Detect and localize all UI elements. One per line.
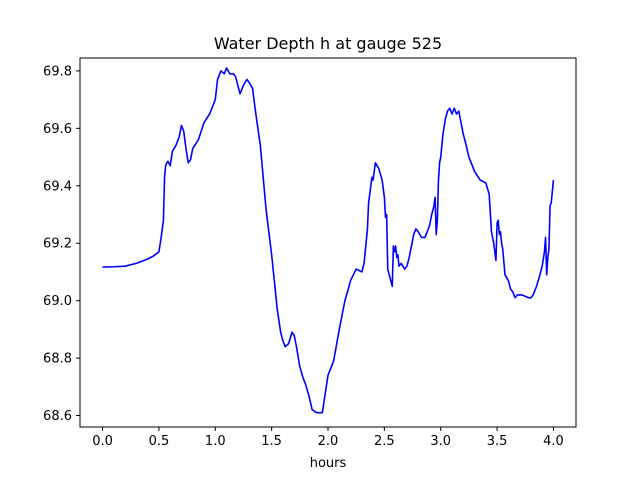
x-tick-label: 1.0 <box>205 434 226 449</box>
y-tick-label: 69.4 <box>43 179 72 194</box>
y-tick-label: 69.0 <box>43 294 72 309</box>
x-tick-label: 0.0 <box>92 434 113 449</box>
chart-title: Water Depth h at gauge 525 <box>214 34 442 53</box>
x-axis-label: hours <box>310 456 347 471</box>
series-line <box>102 67 555 414</box>
x-tick-label: 2.5 <box>374 434 395 449</box>
x-tick-label: 1.5 <box>261 434 282 449</box>
x-tick-label: 3.5 <box>487 434 508 449</box>
y-tick-label: 69.2 <box>43 237 72 252</box>
y-tick-label: 69.8 <box>43 64 72 79</box>
x-tick-label: 3.0 <box>430 434 451 449</box>
x-tick-label: 2.0 <box>318 434 339 449</box>
plot-area <box>102 67 555 414</box>
y-tick-label: 68.6 <box>43 409 72 424</box>
x-tick-label: 4.0 <box>543 434 564 449</box>
y-tick-label: 69.6 <box>43 122 72 137</box>
plot-frame <box>79 57 577 428</box>
y-axis: 68.6 68.8 69.0 69.2 69.4 69.6 69.8 <box>43 64 80 424</box>
x-tick-label: 0.5 <box>149 434 170 449</box>
y-tick-label: 68.8 <box>43 352 72 367</box>
x-axis: 0.0 0.5 1.0 1.5 2.0 2.5 3.0 3.5 4.0 <box>92 427 564 449</box>
